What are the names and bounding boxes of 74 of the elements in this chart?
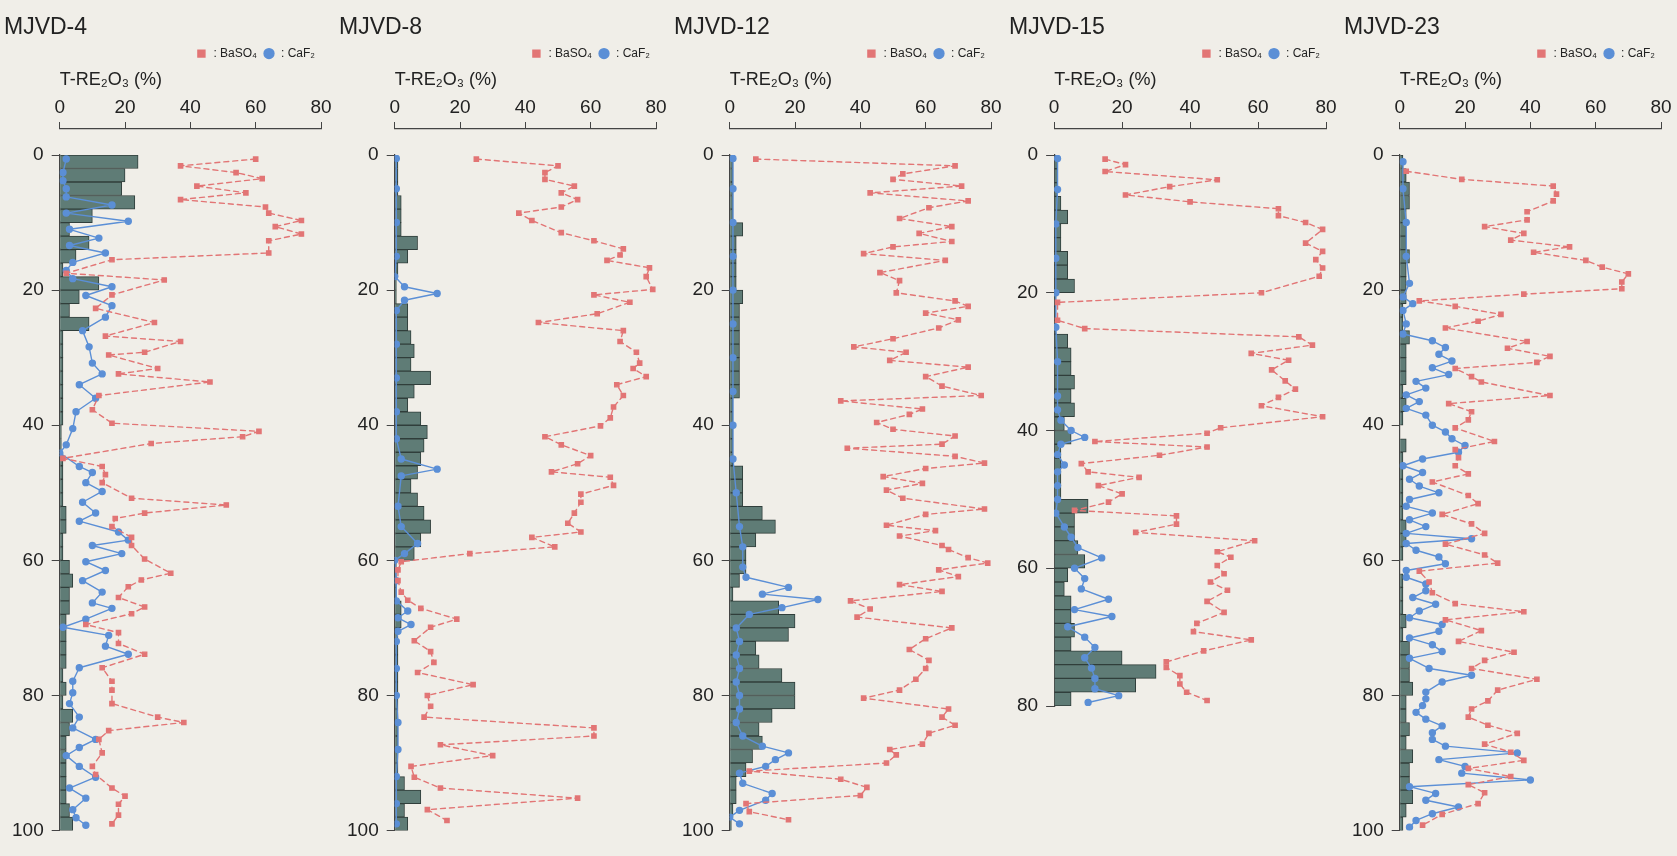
y-tick-label: 80 xyxy=(22,683,44,705)
legend-label: : CaF₂ xyxy=(1621,45,1656,60)
x-tick-label: 20 xyxy=(114,95,136,117)
x-tick-label: 0 xyxy=(724,95,735,117)
x-tick-label: 80 xyxy=(310,95,332,117)
x-tick-label: 40 xyxy=(514,95,536,117)
legend-label: : BaSO₄ xyxy=(213,45,258,60)
x-tick-label: 20 xyxy=(1454,95,1476,117)
x-tick-label: 80 xyxy=(645,95,667,117)
x-tick-label: 0 xyxy=(1394,95,1405,117)
y-tick-label: 60 xyxy=(692,548,714,570)
y-tick-label: 100 xyxy=(1352,818,1384,840)
legend-label: : BaSO₄ xyxy=(1553,45,1598,60)
x-axis-title: T-RE₂O₃ (%) xyxy=(59,69,163,90)
x-tick-label: 60 xyxy=(1247,95,1269,117)
y-tick-label: 40 xyxy=(692,413,714,435)
y-tick-label: 20 xyxy=(22,278,44,300)
y-tick-label: 0 xyxy=(1027,143,1039,165)
y-tick-label: 0 xyxy=(1373,143,1384,165)
y-tick-label: 0 xyxy=(33,143,44,165)
x-tick-label: 60 xyxy=(580,95,602,117)
y-tick-label: 60 xyxy=(1362,548,1384,570)
y-tick-label: 100 xyxy=(12,818,44,840)
x-axis-title: T-RE₂O₃ (%) xyxy=(1399,69,1503,90)
chart-title: MJVD-12 xyxy=(674,13,770,40)
legend-label: : CaF₂ xyxy=(281,45,316,60)
x-tick-label: 60 xyxy=(1585,95,1607,117)
y-tick-label: 60 xyxy=(357,548,379,570)
y-tick-label: 20 xyxy=(692,278,714,300)
x-tick-label: 0 xyxy=(389,95,400,117)
x-tick-label: 20 xyxy=(1111,95,1133,117)
x-tick-label: 40 xyxy=(179,95,201,117)
chart-title: MJVD-4 xyxy=(4,13,88,40)
y-tick-label: 80 xyxy=(1362,683,1384,705)
legend-label: : CaF₂ xyxy=(951,45,986,60)
x-tick-label: 60 xyxy=(915,95,937,117)
chart-title: MJVD-23 xyxy=(1344,13,1440,40)
x-tick-label: 40 xyxy=(849,95,871,117)
legend-label: : BaSO₄ xyxy=(548,45,593,60)
y-tick-label: 100 xyxy=(347,818,379,840)
legend-label: : CaF₂ xyxy=(616,45,651,60)
y-tick-label: 80 xyxy=(1016,694,1039,716)
y-tick-label: 0 xyxy=(703,143,714,165)
y-tick-label: 60 xyxy=(1016,556,1039,578)
y-tick-label: 60 xyxy=(22,548,44,570)
chart-title: MJVD-8 xyxy=(339,13,423,40)
y-tick-label: 40 xyxy=(357,413,379,435)
y-tick-label: 100 xyxy=(682,818,714,840)
y-tick-label: 80 xyxy=(357,683,379,705)
y-tick-label: 0 xyxy=(368,143,379,165)
y-tick-label: 40 xyxy=(1362,413,1384,435)
x-tick-label: 40 xyxy=(1179,95,1201,117)
x-tick-label: 80 xyxy=(1315,95,1337,117)
x-tick-label: 0 xyxy=(54,95,65,117)
x-tick-label: 40 xyxy=(1519,95,1541,117)
x-axis-title: T-RE₂O₃ (%) xyxy=(1054,69,1157,90)
y-tick-label: 40 xyxy=(22,413,44,435)
legend-label: : BaSO₄ xyxy=(1218,45,1263,60)
x-tick-label: 0 xyxy=(1048,95,1060,117)
y-tick-label: 20 xyxy=(357,278,379,300)
legend-label: : CaF₂ xyxy=(1286,45,1321,60)
x-tick-label: 20 xyxy=(449,95,471,117)
x-tick-label: 80 xyxy=(980,95,1002,117)
y-tick-label: 20 xyxy=(1016,280,1039,302)
x-tick-label: 80 xyxy=(1650,95,1672,117)
chart-title: MJVD-15 xyxy=(1009,13,1105,40)
x-tick-label: 20 xyxy=(784,95,806,117)
x-axis-title: T-RE₂O₃ (%) xyxy=(729,69,833,90)
legend-label: : BaSO₄ xyxy=(883,45,928,60)
x-tick-label: 60 xyxy=(245,95,267,117)
y-tick-label: 40 xyxy=(1016,418,1039,440)
y-tick-label: 20 xyxy=(1362,278,1384,300)
y-tick-label: 80 xyxy=(692,683,714,705)
x-axis-title: T-RE₂O₃ (%) xyxy=(394,69,498,90)
